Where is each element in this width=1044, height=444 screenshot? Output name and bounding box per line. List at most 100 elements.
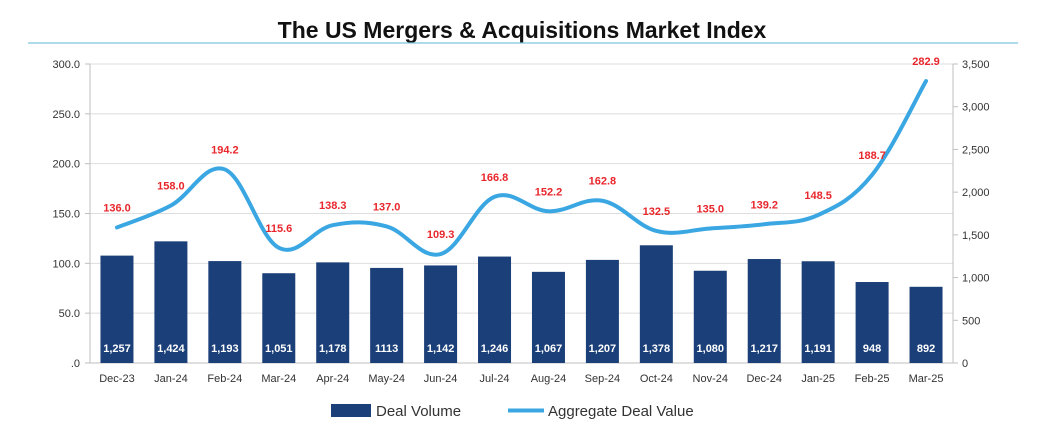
bar-deal-volume: [424, 265, 458, 363]
x-tick-label: Dec-23: [99, 373, 134, 385]
bar-value-label: 1,257: [103, 343, 131, 355]
y-left-tick-label: 100.0: [52, 258, 80, 270]
chart-title: The US Mergers & Acquisitions Market Ind…: [278, 17, 767, 43]
y-right-tick-label: 2,500: [962, 144, 990, 156]
bar-value-label: 1,178: [319, 343, 347, 355]
line-point: [223, 167, 227, 171]
y-left-tick-label: 300.0: [52, 59, 80, 71]
y-left-tick-label: 50.0: [59, 308, 80, 320]
bar-deal-volume: [801, 261, 835, 363]
bar-value-label: 892: [917, 343, 935, 355]
bar-value-label: 1,246: [481, 343, 509, 355]
line-point: [708, 226, 712, 230]
line-value-label: 132.5: [643, 206, 671, 218]
line-point: [385, 224, 389, 228]
y-left-tick-label: 150.0: [52, 209, 80, 221]
y-left-tick-label: 200.0: [52, 159, 80, 171]
bar-value-label: 1113: [375, 343, 398, 355]
line-value-label: 166.8: [481, 172, 509, 184]
bar-deal-volume: [585, 259, 619, 363]
line-point: [816, 213, 820, 217]
line-value-label: 158.0: [157, 181, 185, 193]
legend-label-aggregate-deal-value: Aggregate Deal Value: [548, 403, 694, 420]
x-tick-label: Dec-24: [746, 373, 781, 385]
line-point: [762, 222, 766, 226]
y-right-tick-label: 2,000: [962, 187, 990, 199]
bar-deal-volume: [909, 286, 943, 363]
y-left-tick-label: .0: [71, 358, 80, 370]
line-point: [115, 225, 119, 229]
line-point: [870, 173, 874, 177]
line-value-label: 137.0: [373, 201, 401, 213]
line-point: [169, 204, 173, 208]
bar-value-label: 1,207: [589, 343, 617, 355]
x-tick-label: May-24: [368, 373, 405, 385]
x-tick-label: Mar-25: [909, 373, 944, 385]
bar-value-label: 1,193: [211, 343, 239, 355]
line-value-label: 162.8: [589, 176, 617, 188]
line-value-label: 152.2: [535, 186, 563, 198]
line-value-label: 282.9: [912, 56, 940, 68]
line-value-label: 135.0: [697, 203, 725, 215]
line-point: [546, 209, 550, 213]
x-tick-label: Sep-24: [585, 373, 620, 385]
y-right-tick-label: 0: [962, 358, 968, 370]
line-point: [277, 246, 281, 250]
x-tick-label: Feb-25: [855, 373, 890, 385]
line-point: [493, 195, 497, 199]
bar-value-label: 1,378: [643, 343, 671, 355]
bar-deal-volume: [693, 270, 727, 363]
y-right-tick-label: 1,500: [962, 230, 990, 242]
line-value-label: 148.5: [804, 190, 832, 202]
y-right-tick-label: 500: [962, 315, 980, 327]
x-tick-label: Jul-24: [480, 373, 510, 385]
bar-deal-volume: [370, 267, 404, 363]
x-tick-label: Feb-24: [207, 373, 242, 385]
line-aggregate-deal-value: [114, 79, 929, 257]
line-point: [439, 252, 443, 256]
x-tick-label: Mar-24: [261, 373, 296, 385]
line-value-label: 188.7: [858, 150, 886, 162]
bar-deal-volume: [154, 241, 188, 363]
legend-label-deal-volume: Deal Volume: [376, 403, 461, 420]
bar-value-label: 1,080: [697, 343, 725, 355]
bar-deal-volume: [262, 273, 296, 363]
bar-deal-volume: [100, 255, 134, 363]
line-point: [600, 199, 604, 203]
line-point: [331, 223, 335, 227]
bar-value-label: 1,067: [535, 343, 563, 355]
line-value-label: 115.6: [265, 223, 292, 235]
bar-deal-volume: [747, 259, 781, 363]
bar-deal-volume: [316, 262, 350, 363]
line-value-label: 136.0: [103, 202, 131, 214]
bar-value-label: 1,217: [750, 343, 778, 355]
legend-swatch-deal-volume: [331, 404, 371, 417]
bar-deal-volume: [639, 245, 673, 363]
x-tick-label: Nov-24: [693, 373, 728, 385]
x-tick-label: Jan-25: [801, 373, 835, 385]
bar-value-label: 1,424: [157, 343, 185, 355]
x-tick-label: Apr-24: [316, 373, 349, 385]
y-right-tick-label: 1,000: [962, 273, 990, 285]
line-value-label: 138.3: [319, 200, 347, 212]
x-tick-label: Oct-24: [640, 373, 673, 385]
x-tick-label: Aug-24: [531, 373, 566, 385]
line-value-label: 109.3: [427, 229, 455, 241]
bar-deal-volume: [478, 256, 512, 363]
bar-deal-volume: [531, 271, 565, 363]
bar-value-label: 1,191: [804, 343, 832, 355]
y-left-tick-label: 250.0: [52, 109, 80, 121]
line-value-label: 139.2: [750, 199, 778, 211]
y-right-tick-label: 3,500: [962, 59, 990, 71]
line-value-label: 194.2: [211, 144, 239, 156]
line-point: [654, 229, 658, 233]
bar-value-label: 1,051: [265, 343, 293, 355]
bar-value-label: 948: [863, 343, 881, 355]
x-tick-label: Jun-24: [424, 373, 458, 385]
x-tick-label: Jan-24: [154, 373, 188, 385]
line-point: [924, 79, 928, 83]
bar-deal-volume: [208, 261, 242, 363]
bar-value-label: 1,142: [427, 343, 455, 355]
